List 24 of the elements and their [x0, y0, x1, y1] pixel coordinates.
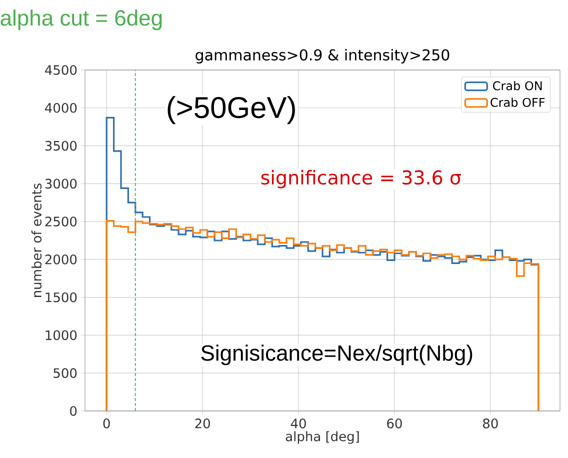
y-axis-title: number of events	[31, 183, 42, 297]
legend-label: Crab ON	[493, 81, 542, 90]
annotation: significance = 33.6 σ	[261, 170, 461, 188]
y-tick-label: 4500	[45, 65, 77, 75]
x-axis-title: alpha [deg]	[286, 431, 359, 444]
y-tick-label: 4000	[45, 102, 77, 113]
x-tick-label: 20	[195, 418, 210, 428]
y-tick-label: 1500	[46, 292, 77, 302]
ref-line-label: alpha cut = 6deg	[0, 10, 162, 30]
x-tick-label: 0	[103, 418, 110, 428]
legend-label: Crab OFF	[490, 98, 545, 107]
y-tick-label: 3000	[45, 178, 77, 189]
y-tick-label: 1000	[46, 330, 77, 340]
annotation: (>50GeV)	[168, 96, 295, 124]
y-tick-label: 3500	[45, 140, 77, 151]
y-tick-label: 2000	[45, 254, 77, 264]
y-tick-label: 0	[70, 406, 77, 416]
x-tick-label: 80	[483, 418, 498, 428]
chart-title: gammaness>0.9 & intensity>250	[196, 48, 450, 64]
y-tick-label: 2500	[45, 216, 77, 226]
annotation: Signisicance=Nex/sqrt(Nbg)	[201, 344, 472, 366]
x-tick-label: 60	[387, 418, 402, 428]
x-tick-label: 40	[290, 418, 306, 428]
y-tick-label: 500	[54, 368, 77, 378]
